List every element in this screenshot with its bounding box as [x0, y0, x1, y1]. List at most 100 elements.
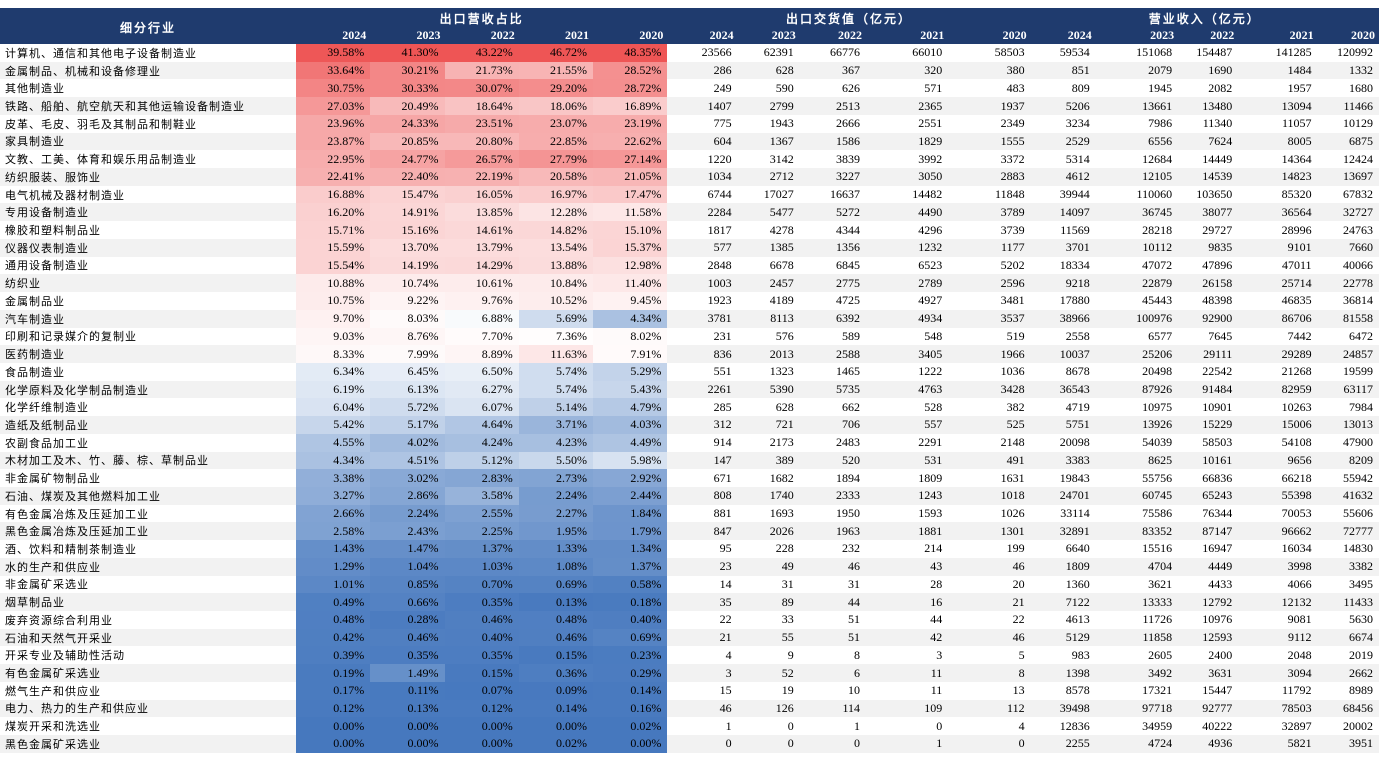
export-value-cell: 3481	[1000, 293, 1025, 308]
revenue-cell: 6640	[1065, 541, 1090, 556]
revenue-cell: 1809	[1030, 557, 1096, 576]
revenue-cell: 151068	[1136, 45, 1173, 60]
revenue-cell: 38966	[1030, 309, 1096, 328]
industry-name-cell: 其他制造业	[5, 82, 65, 96]
revenue-cell: 14449	[1202, 151, 1233, 166]
export-value-cell: 6678	[769, 257, 794, 272]
industry-name-cell: 印刷和记录媒介的复制业	[5, 330, 137, 344]
export-ratio-cell: 10.84%	[518, 274, 594, 293]
revenue-cell: 11858	[1095, 628, 1179, 647]
export-value-cell: 8	[854, 647, 861, 662]
export-value-cell: 5	[1018, 647, 1025, 662]
export-value-cell: 3050	[866, 168, 949, 186]
revenue-cell: 4612	[1030, 168, 1096, 186]
export-ratio-cell: 2.73%	[518, 469, 594, 487]
revenue-cell: 20498	[1142, 364, 1173, 379]
export-ratio-cell: 1.47%	[370, 540, 445, 558]
revenue-cell: 8209	[1317, 451, 1379, 470]
export-value-cell: 114	[799, 699, 867, 718]
table-row: 橡胶和塑料制品业 15.71% 15.16% 14.61% 14.82% 15.10% 18…	[0, 221, 1379, 239]
revenue-cell: 22778	[1317, 274, 1379, 293]
export-value-cell: 1465	[836, 364, 861, 379]
revenue-cell: 3094	[1238, 664, 1318, 682]
export-ratio-cell: 8.03%	[370, 309, 445, 328]
revenue-cell: 10161	[1178, 451, 1239, 470]
revenue-cell: 10975	[1142, 399, 1173, 414]
revenue-cell: 78503	[1238, 699, 1318, 718]
revenue-cell: 6577	[1148, 328, 1173, 343]
year-header: 2020	[593, 27, 668, 44]
export-value-cell: 46	[948, 628, 1031, 647]
revenue-cell: 17321	[1142, 683, 1173, 698]
revenue-cell: 2662	[1317, 664, 1379, 682]
revenue-cell: 20002	[1343, 718, 1373, 733]
export-ratio-cell: 4.34%	[593, 309, 668, 328]
export-value-cell: 89	[737, 593, 800, 611]
export-ratio-cell: 20.49%	[370, 97, 445, 115]
export-ratio-cell: 16.20%	[296, 203, 371, 222]
table-row: 纺织服装、服饰业 22.41% 22.40% 22.19% 20.58% 21.05% 10…	[0, 168, 1379, 186]
revenue-cell: 120992	[1337, 45, 1373, 60]
revenue-cell: 85320	[1281, 187, 1312, 202]
export-ratio-cell: 0.00%	[593, 735, 668, 753]
export-value-cell: 286	[667, 61, 738, 80]
export-value-cell: 2848	[707, 257, 732, 272]
export-value-cell: 5735	[799, 380, 867, 399]
export-value-cell: 2588	[799, 345, 867, 363]
export-ratio-cell: 0.70%	[444, 575, 519, 594]
revenue-cell: 10263	[1281, 399, 1312, 414]
export-ratio-cell: 0.58%	[593, 575, 668, 594]
table-row: 其他制造业 30.75% 30.33% 30.07% 29.20% 28.72% 249 59…	[0, 79, 1379, 98]
export-value-cell: 520	[799, 451, 867, 470]
revenue-cell: 24701	[1030, 486, 1096, 505]
industry-name-cell: 橡胶和塑料制品业	[5, 224, 101, 238]
year-header: 2021	[1238, 27, 1318, 44]
export-value-cell: 6744	[707, 187, 732, 202]
export-ratio-cell: 0.09%	[518, 681, 594, 700]
export-ratio-cell: 18.64%	[444, 97, 519, 115]
export-ratio-cell: 5.42%	[296, 416, 371, 434]
year-header: 2024	[1030, 27, 1096, 44]
revenue-cell: 39944	[1059, 187, 1090, 202]
export-value-cell: 58503	[994, 45, 1025, 60]
revenue-cell: 4724	[1095, 735, 1179, 753]
revenue-cell: 4066	[1287, 576, 1312, 591]
export-ratio-cell: 0.18%	[593, 593, 668, 611]
revenue-cell: 1484	[1238, 61, 1318, 80]
export-value-cell: 2261	[667, 380, 738, 399]
export-value-cell: 9	[787, 647, 794, 662]
export-value-cell: 671	[713, 470, 732, 485]
export-ratio-cell: 46.72%	[518, 44, 594, 62]
export-value-cell: 2365	[866, 97, 949, 115]
export-ratio-cell: 4.64%	[444, 416, 519, 434]
export-value-cell: 1	[854, 718, 861, 733]
export-value-cell: 3781	[667, 309, 738, 328]
revenue-cell: 19599	[1343, 364, 1373, 379]
export-value-cell: 4725	[836, 293, 861, 308]
revenue-cell: 13661	[1095, 97, 1179, 115]
export-ratio-cell: 43.22%	[444, 44, 519, 62]
export-ratio-cell: 22.19%	[444, 168, 519, 186]
export-value-cell: 5477	[737, 203, 800, 222]
export-ratio-cell: 20.80%	[444, 132, 519, 151]
revenue-cell: 1680	[1349, 80, 1373, 95]
export-ratio-cell: 0.66%	[370, 593, 445, 611]
export-ratio-cell: 4.49%	[593, 433, 668, 452]
export-value-cell: 11	[866, 664, 949, 682]
industry-name-cell: 纺织业	[0, 274, 297, 293]
revenue-cell: 5751	[1030, 416, 1096, 434]
revenue-cell: 7984	[1349, 399, 1373, 414]
export-value-cell: 4763	[866, 380, 949, 399]
table-row: 电气机械及器材制造业 16.88% 15.47% 16.05% 16.97% 17.47%…	[0, 185, 1379, 204]
revenue-cell: 7624	[1178, 132, 1239, 151]
revenue-cell: 9656	[1238, 451, 1318, 470]
table-row: 黑色金属冶炼及压延加工业 2.58% 2.43% 2.25% 1.95% 1.79% 847…	[0, 522, 1379, 541]
export-value-cell: 4189	[769, 293, 794, 308]
export-value-cell: 662	[842, 399, 861, 414]
table-row: 石油和天然气开采业 0.42% 0.46% 0.40% 0.46% 0.69% 21 55 51…	[0, 628, 1379, 647]
export-ratio-cell: 11.58%	[593, 203, 668, 222]
export-ratio-cell: 15.59%	[296, 238, 371, 257]
export-ratio-cell: 33.64%	[296, 61, 371, 80]
export-value-cell: 3428	[948, 380, 1031, 399]
revenue-cell: 2048	[1287, 647, 1312, 662]
